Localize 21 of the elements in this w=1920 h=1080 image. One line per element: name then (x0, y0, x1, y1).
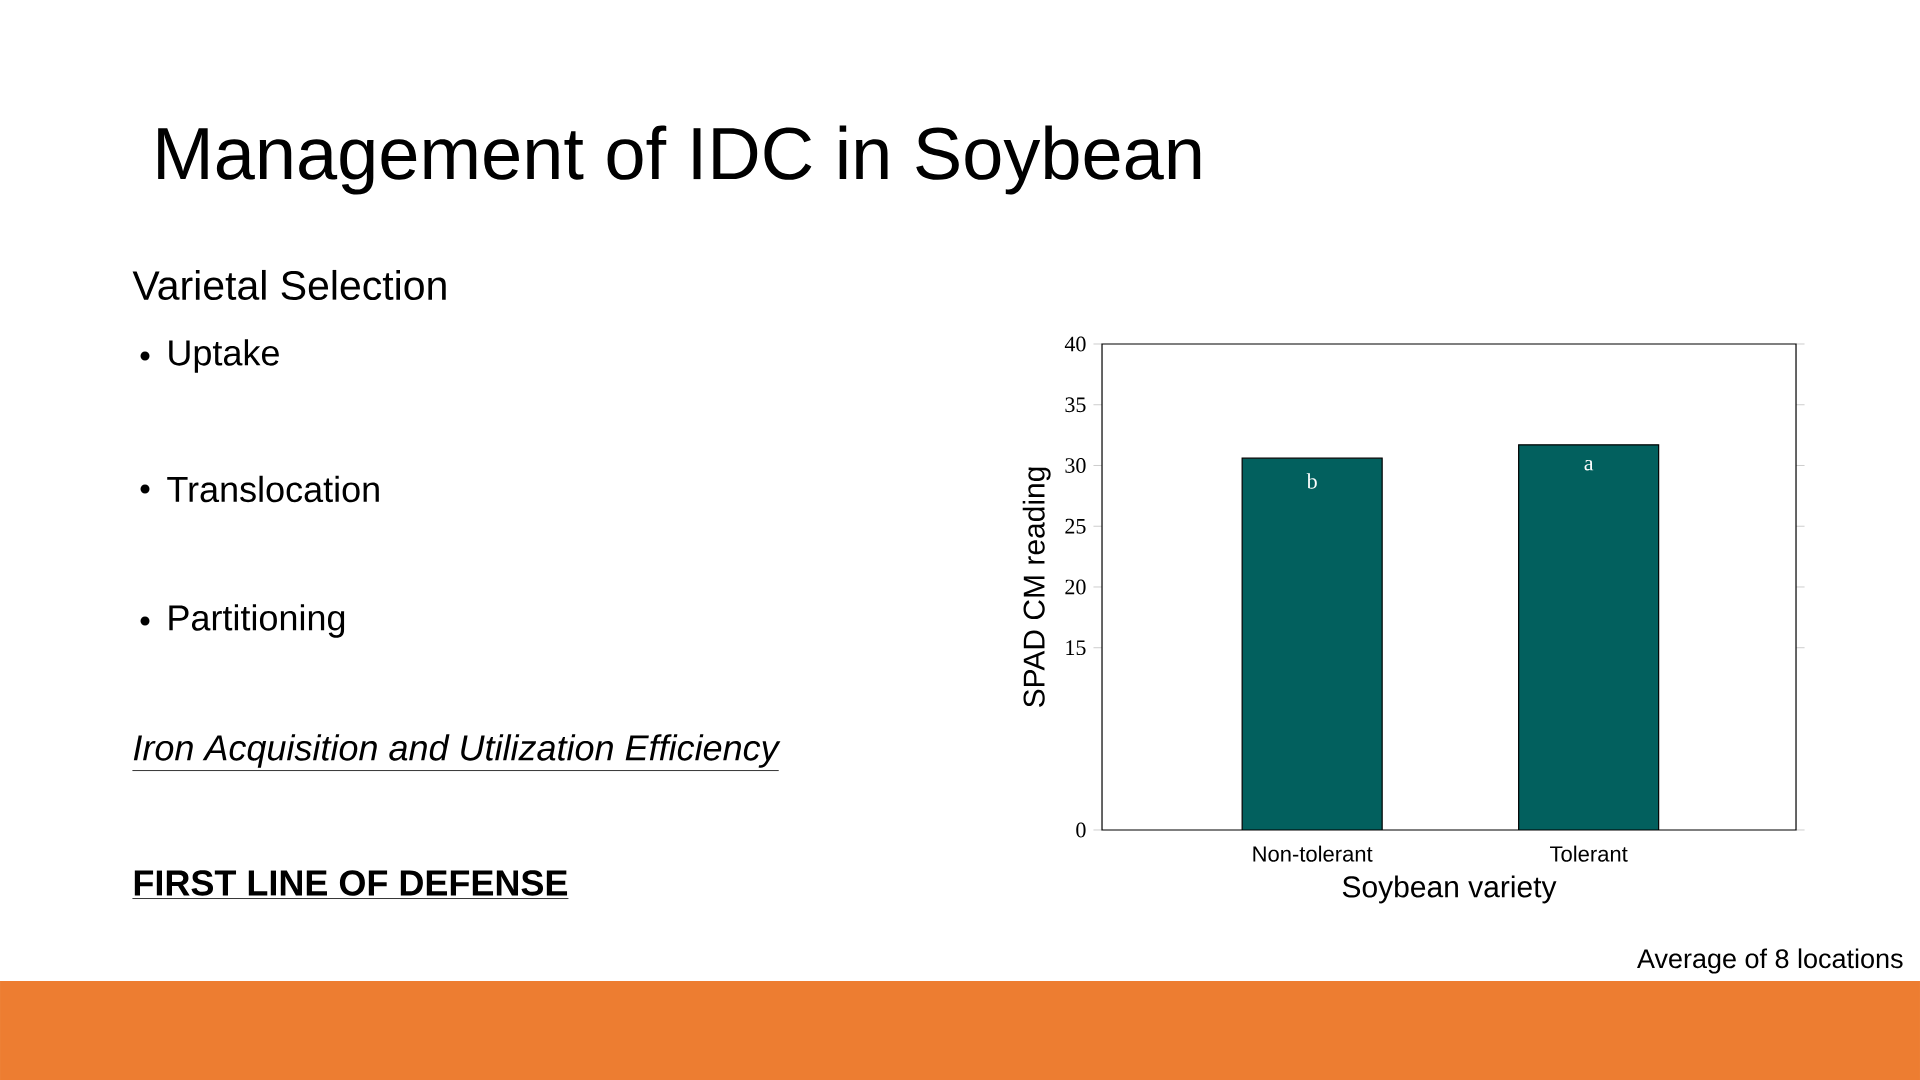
y-tick-label: 30 (1065, 458, 1086, 473)
y-tick-label: 25 (1065, 518, 1086, 534)
text: Iron Acquisition and Utilization Efficiency (133, 734, 781, 768)
y-tick-label: 40 (1064, 336, 1086, 352)
y-tick-label: 15 (1066, 640, 1086, 656)
annotation: a (1584, 459, 1594, 471)
text: FIRST LINE OF DEFENSE (134, 870, 568, 896)
text: Uptake (169, 339, 279, 373)
text: Partitioning (169, 604, 345, 638)
x-tick-label: Non-tolerant (1253, 845, 1373, 862)
annotation: b (1306, 473, 1317, 489)
text: Average of 8 locations (1637, 948, 1903, 974)
x-tick-label: Tolerant (1550, 845, 1628, 862)
text: Translocation (167, 475, 379, 503)
y-axis-title: SPAD CM reading (1022, 467, 1051, 708)
chart-title: Management of IDC in Soybean (158, 125, 1201, 195)
y-tick-label: 35 (1065, 397, 1086, 413)
text: Varietal Selection (132, 269, 446, 301)
y-tick-label: 20 (1065, 579, 1086, 595)
x-axis-title: Soybean variety (1342, 875, 1557, 904)
y-tick-label: 0 (1076, 822, 1086, 838)
